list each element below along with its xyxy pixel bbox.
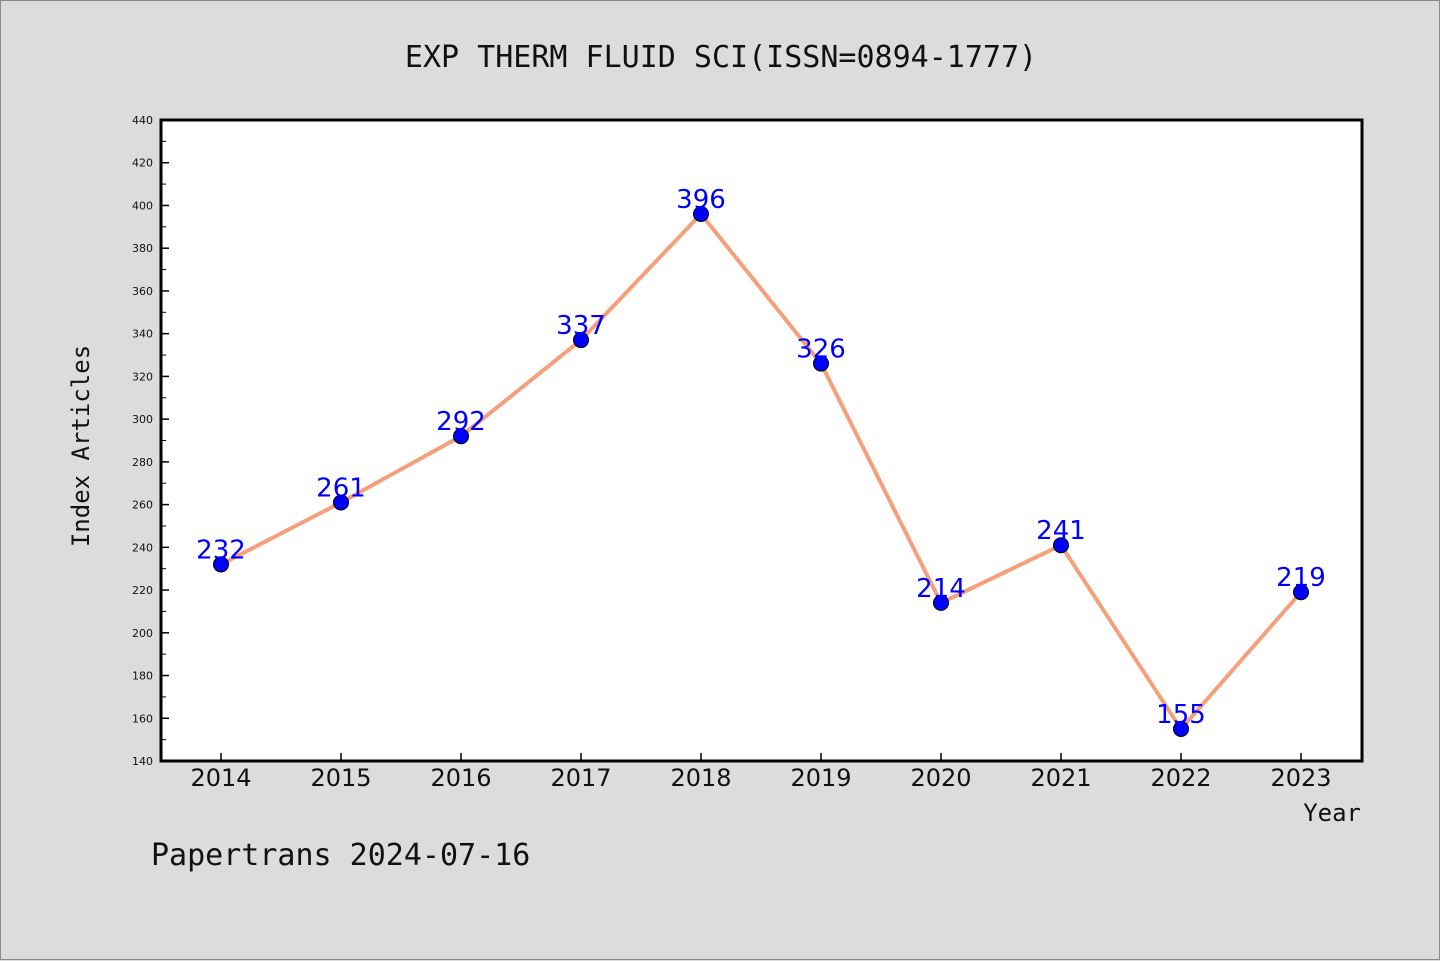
y-tick-label: 280: [132, 456, 153, 469]
series-line: [220, 212, 1303, 731]
x-tick-label: 2014: [190, 764, 251, 792]
x-tick-label: 2022: [1150, 764, 1211, 792]
x-axis: 2014 2015 2016 2017 2018 2019 2020 2021 2022 2023: [190, 753, 1332, 792]
y-tick-label: 440: [132, 114, 153, 127]
y-tick-label: 320: [132, 370, 153, 383]
y-tick-label: 400: [132, 199, 153, 212]
data-point: [1173, 720, 1189, 737]
chart-title: EXP THERM FLUID SCI(ISSN=0894-1777): [405, 40, 1037, 75]
y-tick-label: 340: [132, 328, 153, 341]
x-tick-label: 2018: [670, 764, 731, 792]
y-tick-label: 180: [132, 670, 153, 683]
y-tick-label: 380: [132, 242, 153, 255]
footer-credit: Papertrans 2024-07-16: [151, 838, 530, 873]
x-tick-label: 2015: [310, 764, 371, 792]
y-tick-label: 260: [132, 499, 153, 512]
data-label: 241: [1036, 516, 1086, 546]
data-label: 261: [316, 473, 366, 503]
y-tick-label: 240: [132, 541, 153, 554]
series-group: [213, 206, 1309, 737]
data-label: 232: [196, 535, 246, 565]
data-label: 396: [676, 185, 726, 215]
data-point: [933, 594, 949, 611]
y-tick-label: 360: [132, 285, 153, 298]
x-tick-label: 2017: [550, 764, 611, 792]
y-tick-label: 140: [132, 755, 153, 768]
data-label: 219: [1276, 563, 1326, 593]
y-axis: 140 160 180 200 220 240 260 280 300 320 340 360 380 4…: [132, 114, 169, 768]
y-tick-label: 420: [132, 157, 153, 170]
data-label: 337: [556, 311, 606, 341]
data-point: [333, 494, 349, 511]
x-tick-label: 2023: [1270, 764, 1331, 792]
data-point: [573, 332, 589, 349]
data-point: [1053, 537, 1069, 554]
y-tick-label: 220: [132, 584, 153, 597]
x-tick-label: 2019: [790, 764, 851, 792]
data-label: 326: [796, 335, 846, 365]
y-tick-label: 200: [132, 627, 153, 640]
data-point: [1293, 584, 1309, 601]
x-tick-label: 2020: [910, 764, 971, 792]
data-point: [453, 428, 469, 445]
plot-area: [159, 118, 1364, 763]
x-tick-label: 2021: [1030, 764, 1091, 792]
data-point: [813, 355, 829, 372]
x-tick-label: 2016: [430, 764, 491, 792]
data-label: 292: [436, 407, 486, 437]
x-axis-label: Year: [1303, 799, 1361, 827]
data-label: 155: [1156, 700, 1206, 730]
y-tick-label: 300: [132, 413, 153, 426]
y-axis-label: Index Articles: [67, 345, 95, 547]
data-labels-group: 232 261 292 337 396 326 214 241 155 219: [196, 185, 1326, 730]
data-point: [213, 556, 229, 573]
y-tick-label: 160: [132, 712, 153, 725]
data-label: 214: [916, 574, 966, 604]
data-point: [693, 206, 709, 223]
